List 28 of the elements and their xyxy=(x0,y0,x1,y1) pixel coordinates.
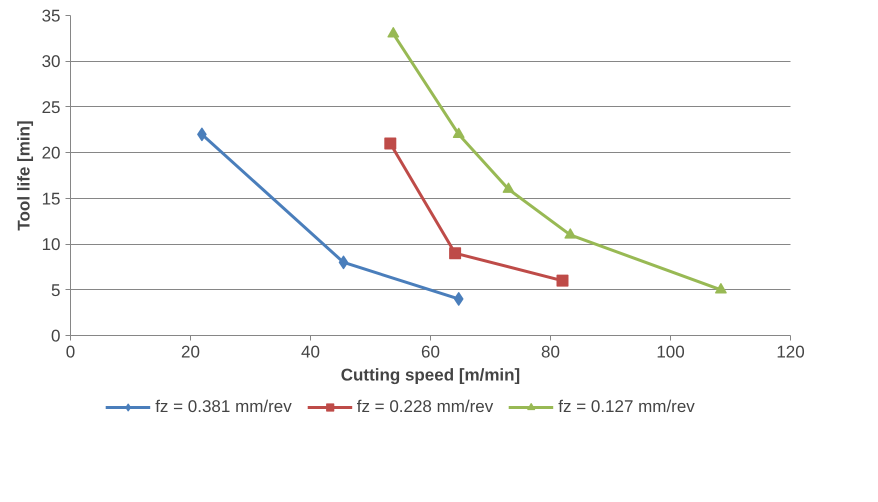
point xyxy=(449,247,462,260)
y-tick-label: 10 xyxy=(42,235,61,254)
point xyxy=(564,228,576,239)
legend-label: fz = 0.127 mm/rev xyxy=(558,397,695,417)
x-tick-label: 0 xyxy=(66,342,76,362)
point xyxy=(452,128,465,138)
legend-label: fz = 0.228 mm/rev xyxy=(356,397,494,417)
x-axis-title: Cutting speed [m/min] xyxy=(340,366,520,384)
x-tick-label: 120 xyxy=(776,342,805,362)
point xyxy=(502,182,514,193)
y-tick-label: 35 xyxy=(42,6,61,26)
x-tick-label: 60 xyxy=(421,342,440,362)
legend-label: fz = 0.381 mm/rev xyxy=(155,397,292,417)
y-tick-label: 15 xyxy=(42,189,61,208)
y-tick-label: 0 xyxy=(51,326,61,346)
point xyxy=(387,26,400,38)
point xyxy=(384,138,396,150)
y-tick-label: 5 xyxy=(51,280,61,300)
point xyxy=(454,292,464,306)
point xyxy=(556,274,568,287)
y-axis-title: Tool life [min] xyxy=(14,120,34,231)
x-tick-label: 20 xyxy=(181,342,200,362)
x-tick-label: 80 xyxy=(541,342,560,362)
y-tick-label: 25 xyxy=(42,98,61,117)
y-tick-label: 20 xyxy=(42,144,61,163)
x-tick-label: 100 xyxy=(656,342,685,362)
y-tick-label: 30 xyxy=(42,52,61,72)
x-tick-label: 40 xyxy=(301,342,320,362)
